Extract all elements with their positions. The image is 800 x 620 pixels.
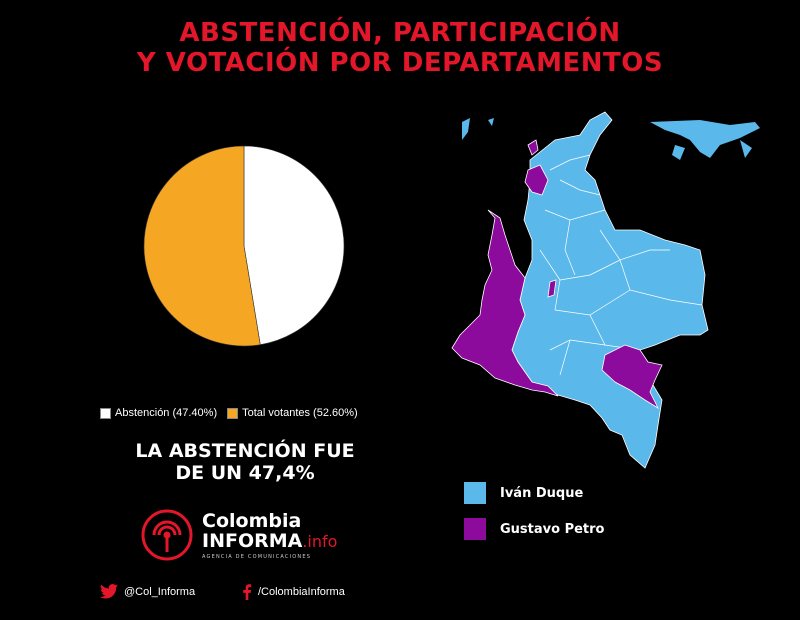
legend-item-abstencion: Abstención (47.40%) bbox=[100, 407, 217, 419]
title-line-2: Y VOTACIÓN POR DEPARTAMENTOS bbox=[136, 48, 664, 78]
abstention-note-line-1: LA ABSTENCIÓN FUE bbox=[135, 440, 355, 462]
legend-label-abstencion: Abstención (47.40%) bbox=[115, 407, 218, 419]
map-region-petro-guajira-tip bbox=[527, 139, 539, 156]
brand-logo: Colombia INFORMA.info AGENCIA DE COMUNIC… bbox=[140, 508, 337, 562]
map-region-petro-pacific bbox=[451, 209, 559, 397]
radio-signal-icon bbox=[141, 509, 193, 561]
map-legend: Iván Duque Gustavo Petro bbox=[464, 481, 604, 553]
department-borders bbox=[539, 154, 703, 376]
map-legend-item-petro: Gustavo Petro bbox=[464, 517, 604, 541]
logo-informa: INFORMA bbox=[202, 529, 303, 552]
abstention-note: LA ABSTENCIÓN FUE DE UN 47,4% bbox=[100, 440, 390, 484]
logo-tagline: AGENCIA DE COMUNICACIONES bbox=[202, 553, 312, 560]
page-title: ABSTENCIÓN, PARTICIPACIÓN Y VOTACIÓN POR… bbox=[0, 18, 800, 78]
facebook-f-icon bbox=[243, 584, 252, 600]
map-legend-swatch-duque bbox=[464, 482, 486, 504]
twitter-handle-text: @Col_Informa bbox=[124, 585, 196, 598]
map-region-islands bbox=[650, 120, 760, 160]
map-region-san-andres-2 bbox=[488, 118, 494, 126]
twitter-handle[interactable]: @Col_Informa bbox=[100, 584, 195, 599]
colombia-department-map bbox=[451, 111, 760, 469]
pie-slice-abstenci-n bbox=[243, 145, 345, 346]
map-legend-label-petro: Gustavo Petro bbox=[500, 521, 605, 537]
map-region-petro-bogota bbox=[547, 279, 557, 298]
legend-swatch-abstencion bbox=[100, 407, 111, 419]
pie-slice-total-votantes bbox=[143, 145, 261, 347]
map-legend-swatch-petro bbox=[464, 518, 486, 540]
logo-text: Colombia INFORMA.info AGENCIA DE COMUNIC… bbox=[202, 511, 337, 560]
title-line-1: ABSTENCIÓN, PARTICIPACIÓN bbox=[179, 18, 621, 48]
abstention-note-line-2: DE UN 47,4% bbox=[175, 462, 315, 484]
abstention-pie-chart bbox=[143, 145, 345, 347]
pie-legend: Abstención (47.40%) Total votantes (52.6… bbox=[100, 407, 358, 419]
legend-label-votantes: Total votantes (52.60%) bbox=[242, 407, 358, 419]
logo-line-2: INFORMA.info bbox=[202, 531, 337, 552]
map-region-petro-east bbox=[601, 344, 663, 410]
facebook-handle[interactable]: /ColombiaInforma bbox=[242, 584, 345, 600]
logo-line-1: Colombia bbox=[202, 509, 302, 532]
legend-item-votantes: Total votantes (52.60%) bbox=[227, 407, 358, 419]
map-region-petro-north bbox=[524, 164, 549, 196]
map-region-duque bbox=[511, 111, 709, 469]
logo-info-suffix: .info bbox=[302, 531, 338, 551]
map-region-san-andres bbox=[462, 118, 470, 140]
map-legend-label-duque: Iván Duque bbox=[500, 485, 584, 501]
facebook-handle-text: /ColombiaInforma bbox=[258, 586, 345, 598]
twitter-bird-icon bbox=[100, 584, 118, 599]
map-legend-item-duque: Iván Duque bbox=[464, 481, 604, 505]
legend-swatch-votantes bbox=[227, 407, 239, 419]
